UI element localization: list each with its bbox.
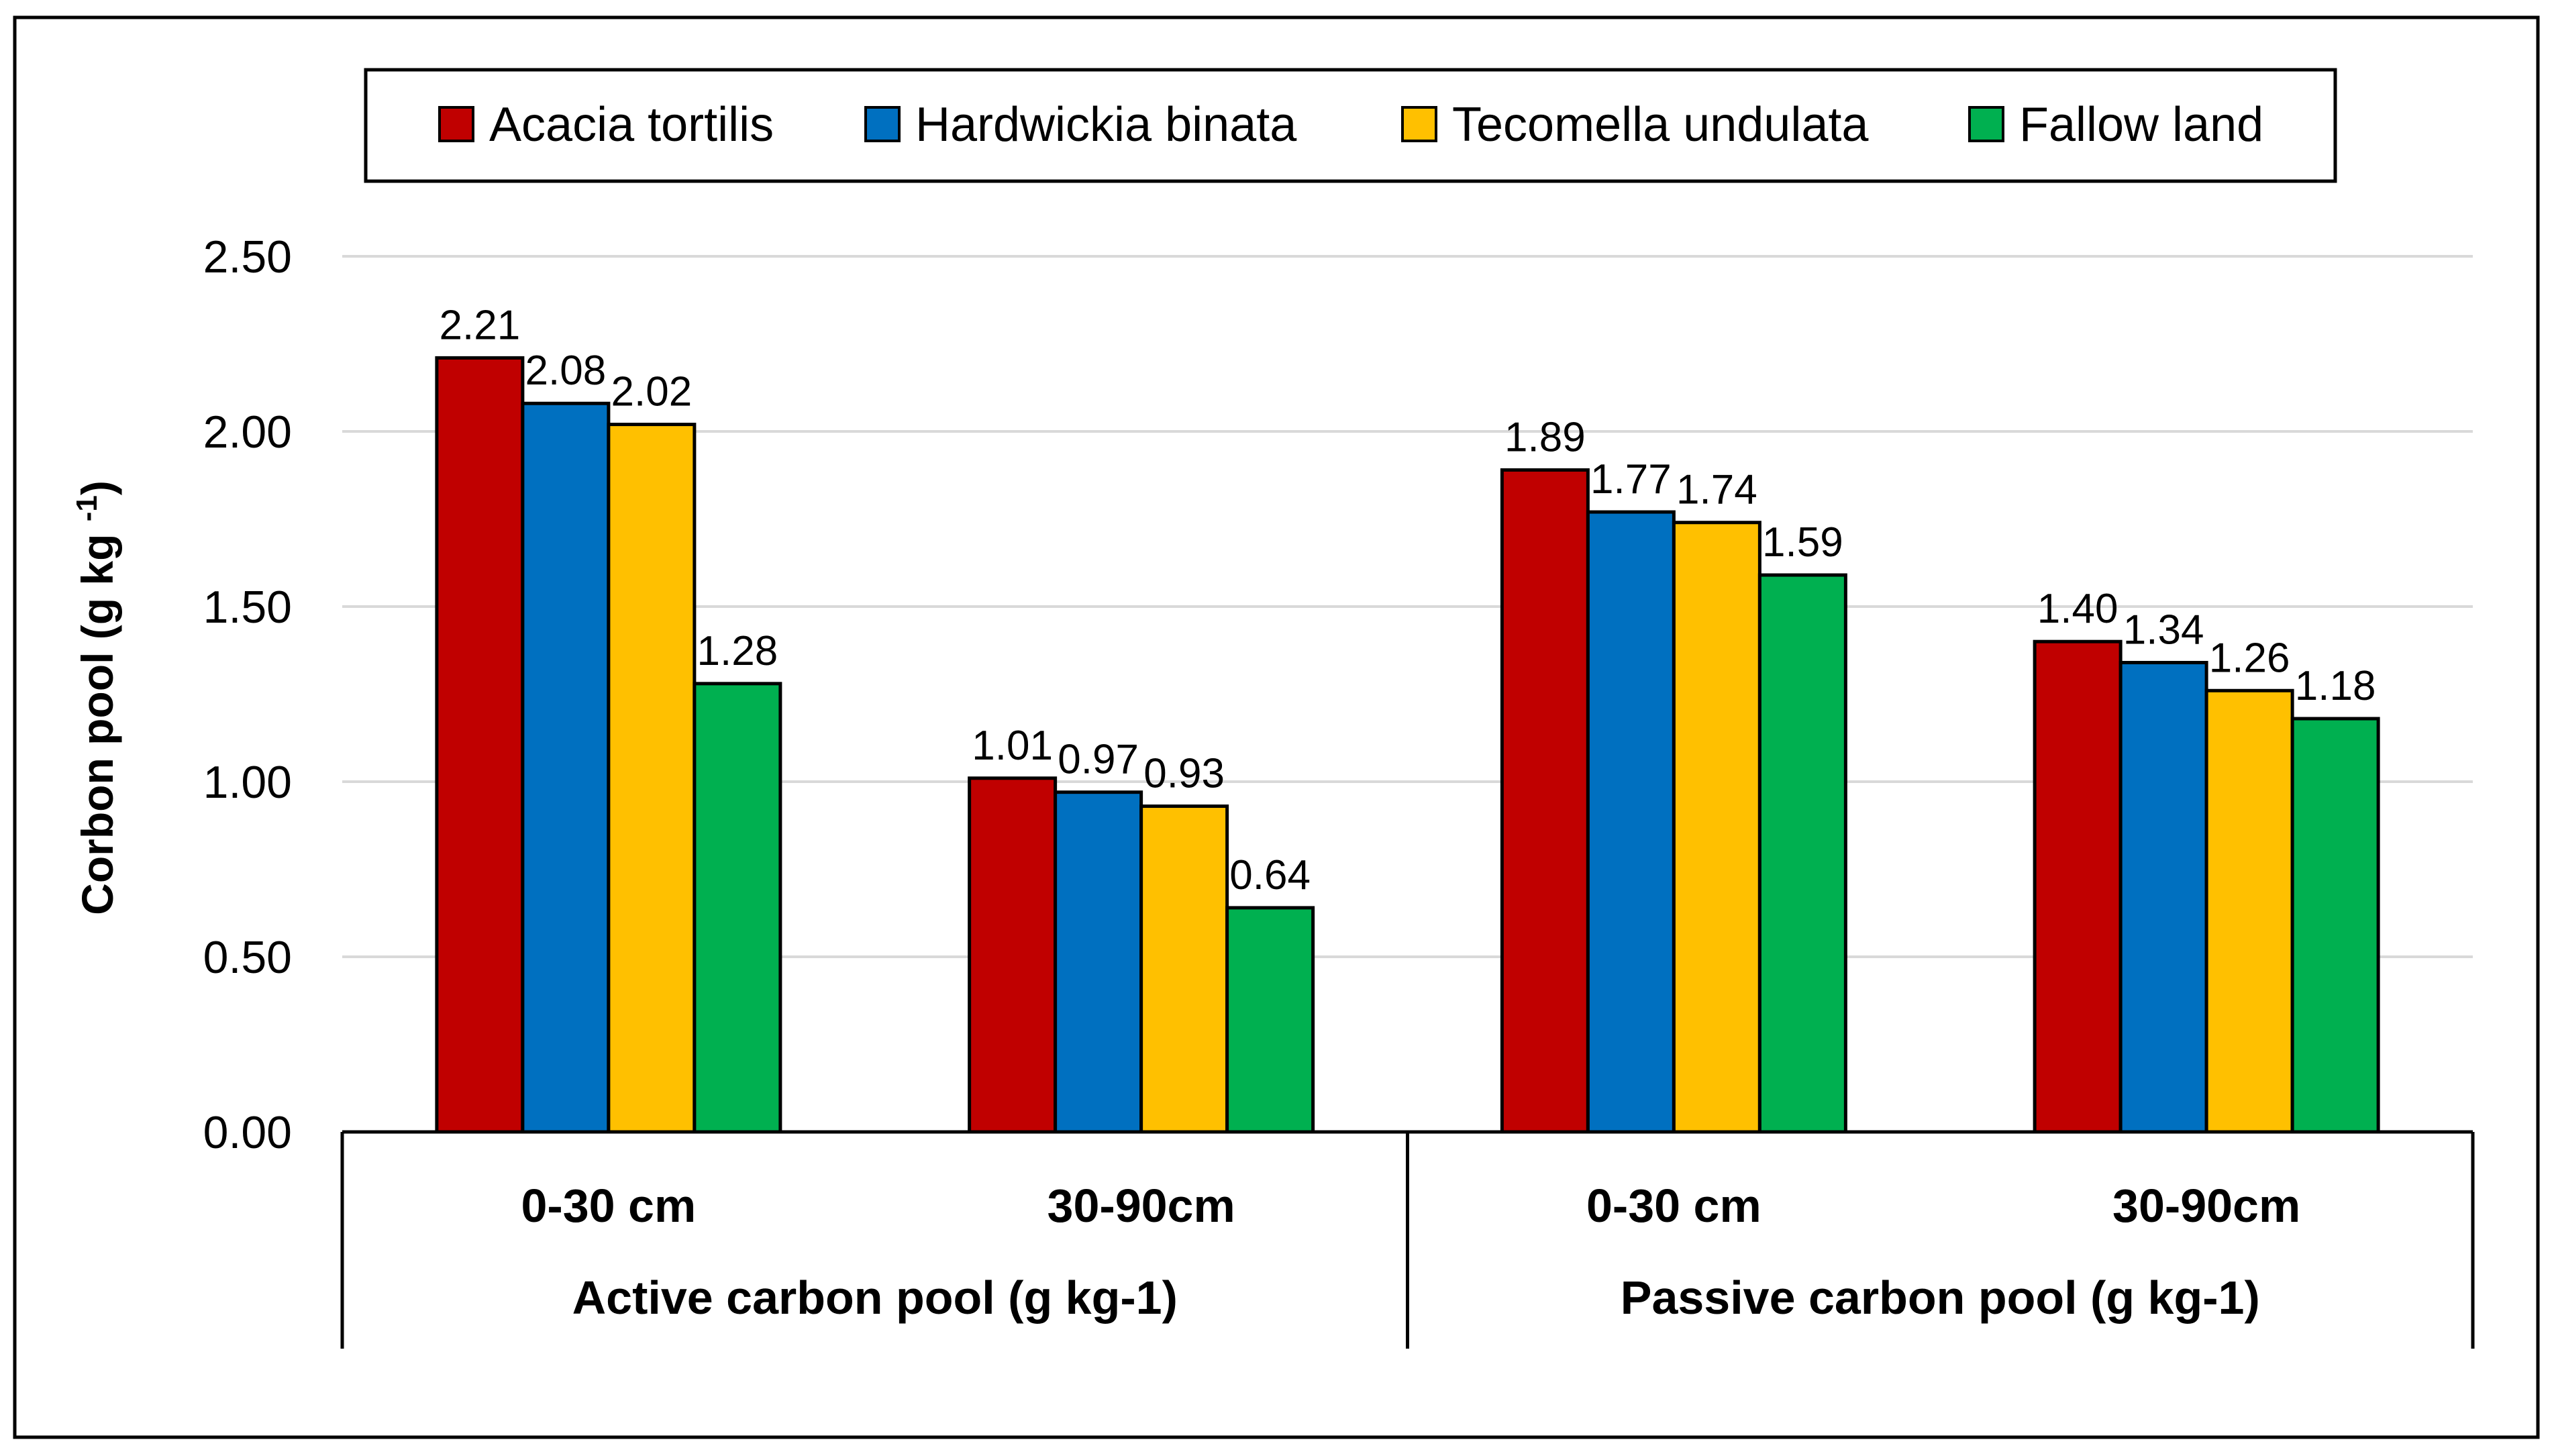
data-label: 1.40 (2037, 586, 2118, 632)
legend-label: Fallow land (2019, 98, 2263, 152)
bar (693, 682, 782, 1134)
category-label: 30-90cm (1048, 1180, 1235, 1232)
y-tick-label: 2.00 (203, 407, 292, 458)
legend-label: Acacia tortilis (489, 98, 774, 152)
legend-box (364, 68, 2337, 183)
bar (521, 401, 611, 1134)
data-label: 1.01 (972, 723, 1053, 769)
bars (435, 356, 2380, 1134)
data-label: 0.97 (1058, 737, 1139, 783)
data-label: 1.59 (1762, 519, 1843, 566)
y-tick-label: 1.50 (203, 582, 292, 633)
category-axis: 0-30 cm 30-90cm 0-30 cm 30-90cm Active carbo… (340, 1130, 2475, 1349)
data-label: 1.34 (2123, 607, 2204, 654)
legend-swatch (1968, 106, 2004, 142)
bar (2033, 639, 2123, 1134)
bar (968, 776, 1058, 1134)
category-label: 0-30 cm (521, 1180, 697, 1232)
category-label: 30-90cm (2112, 1180, 2300, 1232)
data-label: 2.08 (525, 348, 607, 394)
bar (2204, 688, 2294, 1134)
bar (1225, 906, 1315, 1134)
y-tick-label: 0.00 (203, 1107, 292, 1158)
y-tick-label: 2.50 (203, 231, 292, 282)
legend: Acacia tortilis Hardwickia binata Tecomell… (364, 68, 2337, 183)
bar (1500, 468, 1590, 1134)
data-label: 1.18 (2295, 663, 2376, 709)
bar (1054, 790, 1143, 1134)
bar (435, 356, 525, 1134)
bar (1757, 573, 1847, 1134)
legend-swatch (1401, 106, 1437, 142)
y-tick-label: 1.00 (203, 757, 292, 808)
bar (607, 423, 697, 1134)
data-label: 1.89 (1504, 414, 1586, 460)
data-label: 2.21 (440, 302, 521, 348)
bar (1139, 804, 1229, 1134)
data-label: 2.02 (611, 369, 693, 415)
data-label: 1.77 (1590, 456, 1672, 503)
y-axis-ticks: 0.00 0.50 1.00 1.50 2.00 2.50 (203, 231, 292, 1158)
bar (2290, 717, 2380, 1134)
data-label: 1.28 (697, 628, 778, 674)
legend-swatch (864, 106, 901, 142)
y-axis-title: Corbon pool (g kg -1) (70, 480, 122, 915)
group-label: Passive carbon pool (g kg-1) (1621, 1271, 2260, 1324)
y-tick-label: 0.50 (203, 932, 292, 983)
bar (2118, 661, 2208, 1134)
legend-label: Hardwickia binata (915, 98, 1297, 152)
category-label: 0-30 cm (1586, 1180, 1761, 1232)
legend-swatch (438, 106, 474, 142)
group-label: Active carbon pool (g kg-1) (572, 1271, 1178, 1324)
data-labels: 2.212.08 2.02 1.28 1.01 0.97 0.93 0.64 1.891.77… (440, 302, 2376, 898)
legend-label: Tecomella undulata (1452, 98, 1869, 152)
bar (1672, 521, 1761, 1134)
data-label: 1.74 (1676, 467, 1757, 513)
bar (1586, 510, 1676, 1134)
data-label: 0.64 (1229, 852, 1311, 898)
data-label: 1.26 (2209, 635, 2290, 681)
data-label: 0.93 (1143, 751, 1225, 797)
